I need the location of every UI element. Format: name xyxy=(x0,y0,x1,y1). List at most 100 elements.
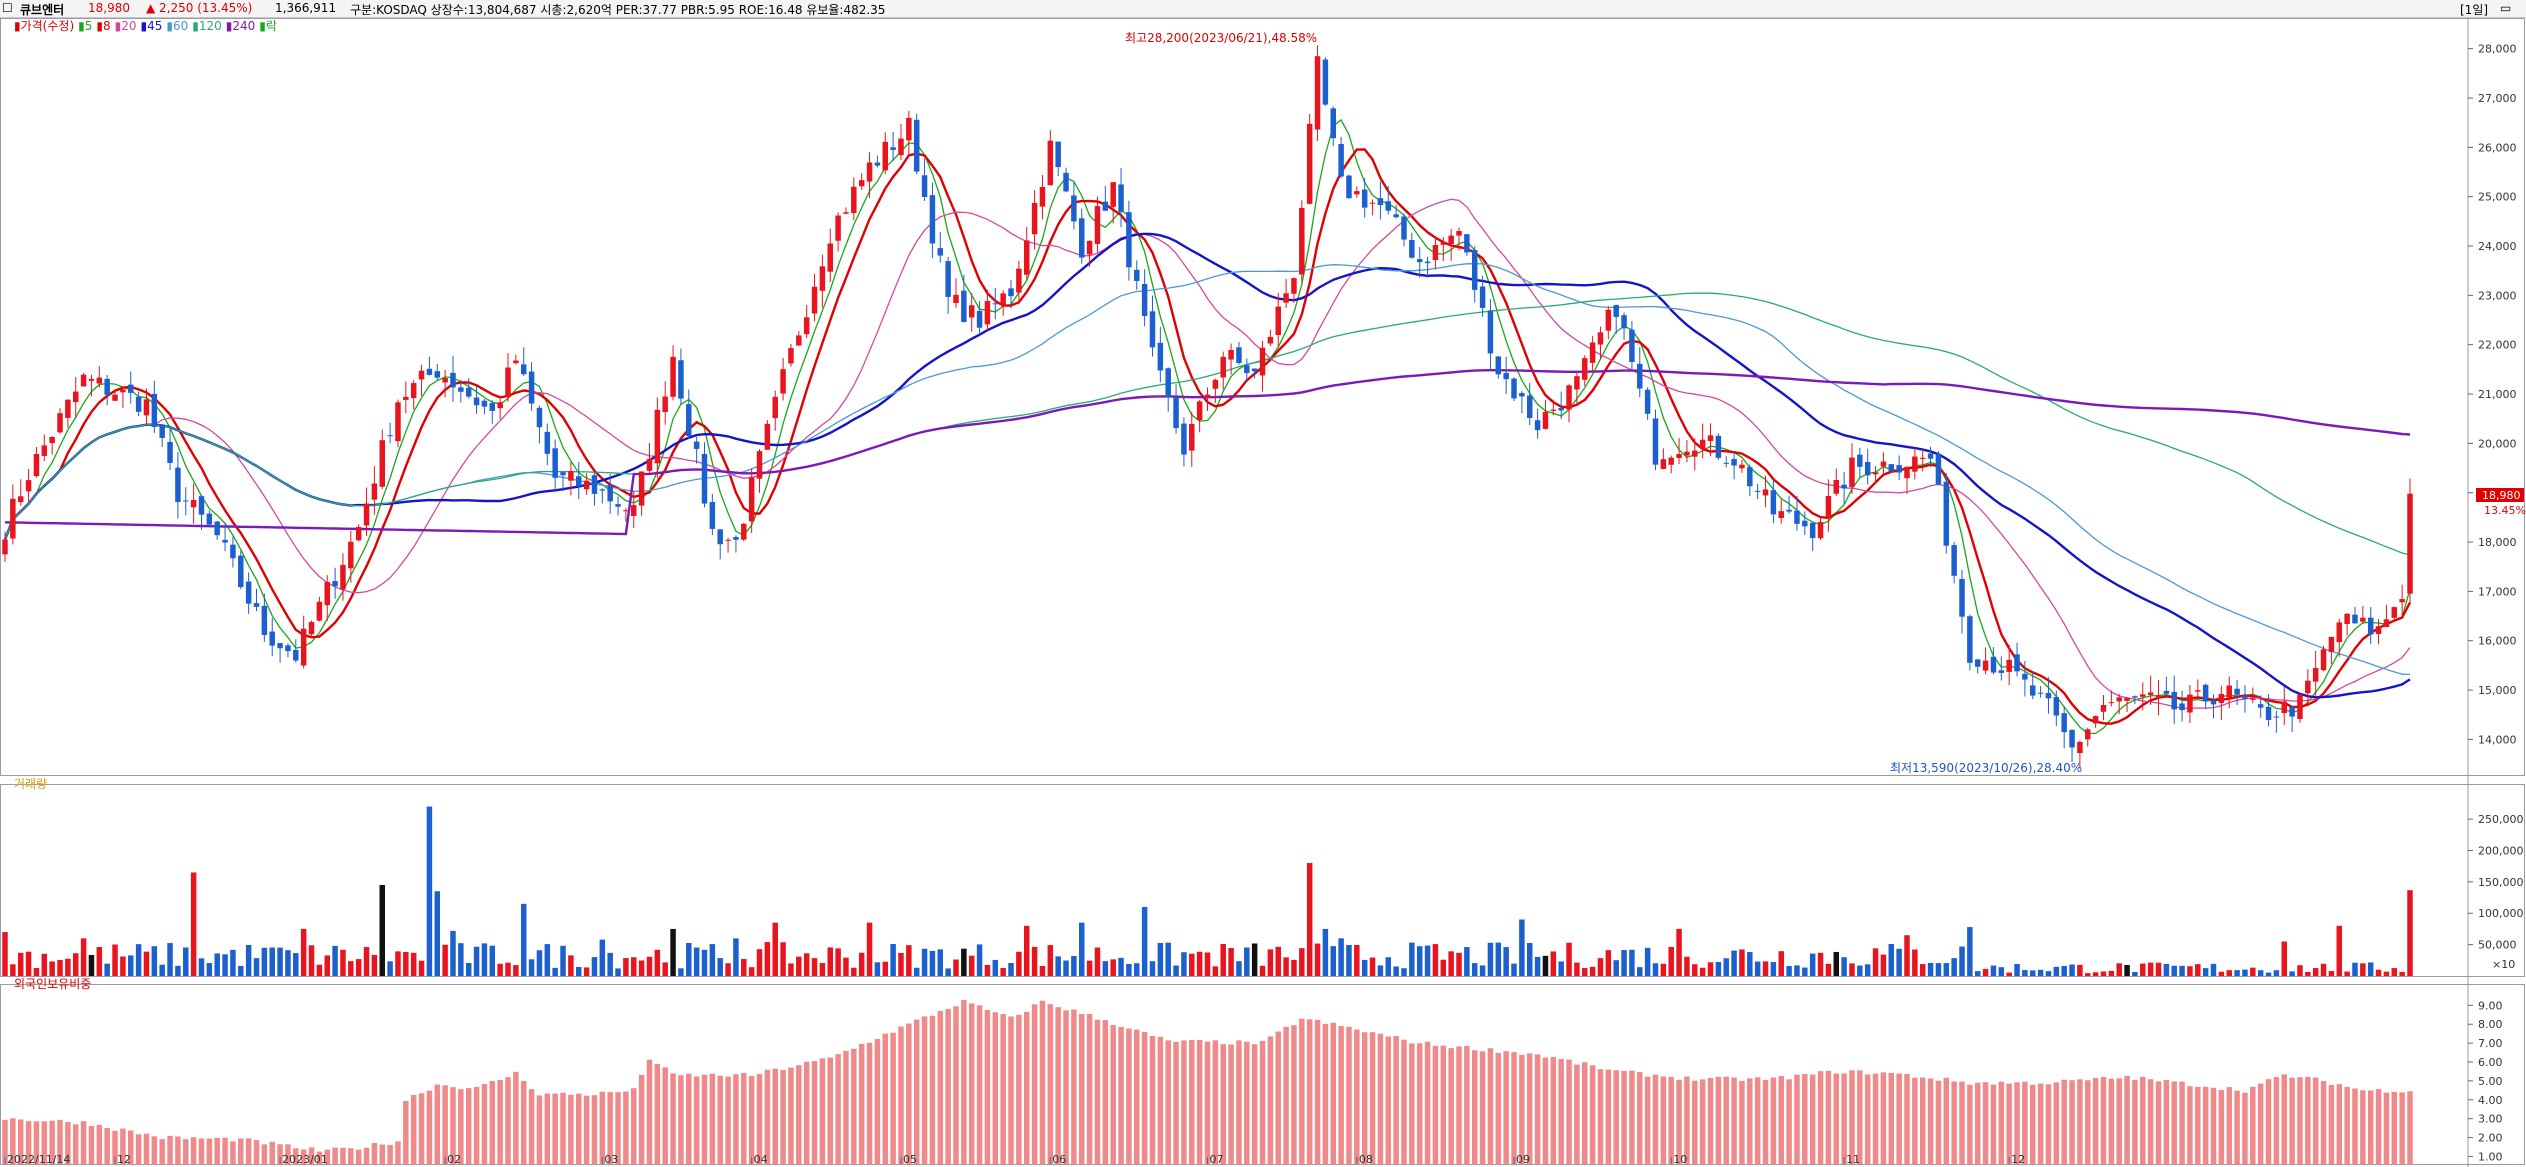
foreign-tick-label: 7.00 xyxy=(2478,1037,2503,1050)
foreign-bar xyxy=(1794,1074,1800,1164)
candle xyxy=(607,473,613,514)
candle xyxy=(80,372,87,387)
legend-item: ▮120 xyxy=(192,19,222,33)
volume-bar xyxy=(583,967,590,976)
x-tick-label: 10 xyxy=(1673,1153,1687,1166)
minimize-icon[interactable]: ▭ xyxy=(2500,1,2512,15)
candle xyxy=(387,422,393,444)
volume-bar xyxy=(631,957,637,976)
volume-bar xyxy=(473,946,480,976)
stock-chart[interactable]: 28,000 27,000 26,000 25,000 24,000 23,000 22,0… xyxy=(0,18,2526,1167)
candle xyxy=(2383,604,2390,628)
foreign-bar xyxy=(238,1138,244,1164)
foreign-bar xyxy=(489,1080,496,1164)
candle xyxy=(1605,306,1612,340)
candle xyxy=(1149,295,1156,357)
foreign-bar xyxy=(748,1075,755,1164)
foreign-bar xyxy=(418,1093,425,1164)
candle xyxy=(2226,676,2232,709)
candle xyxy=(1330,106,1336,147)
period-button[interactable]: [1일] xyxy=(2460,3,2489,17)
candle xyxy=(1126,200,1132,281)
candle xyxy=(1118,167,1124,228)
foreign-bar xyxy=(1959,1081,1965,1164)
foreign-bar xyxy=(1228,1044,1234,1164)
foreign-bar xyxy=(1998,1081,2005,1164)
volume-bar xyxy=(230,949,236,976)
foreign-bar xyxy=(528,1089,535,1164)
foreign-bar xyxy=(222,1137,228,1164)
foreign-bar xyxy=(434,1084,441,1164)
volume-bar xyxy=(811,958,818,976)
candle xyxy=(1692,438,1698,471)
foreign-bar xyxy=(33,1121,40,1164)
foreign-bar xyxy=(858,1043,865,1164)
candle xyxy=(1259,340,1266,392)
volume-bar xyxy=(1346,944,1352,976)
candle xyxy=(230,536,236,568)
candle xyxy=(1676,438,1682,465)
volume-bar xyxy=(293,953,299,976)
candle xyxy=(1888,463,1895,472)
volume-bar xyxy=(646,956,653,976)
volume-bar xyxy=(1393,966,1399,976)
checkbox-icon[interactable]: ☐ xyxy=(2,1,13,15)
candle xyxy=(2234,679,2240,706)
candle xyxy=(2202,683,2209,709)
x-tick-label: 2023/01 xyxy=(282,1153,328,1166)
foreign-bar xyxy=(851,1048,857,1164)
foreign-bar xyxy=(1974,1082,1981,1164)
volume-bar xyxy=(1354,944,1360,976)
candle xyxy=(25,468,32,503)
candle xyxy=(1754,483,1761,500)
price-tick-label: 26,000 xyxy=(2478,141,2517,154)
volume-bar xyxy=(1582,968,1588,976)
volume-bar xyxy=(552,967,558,976)
foreign-bar xyxy=(882,1033,889,1164)
volume-bar xyxy=(2352,962,2358,976)
foreign-bar xyxy=(1715,1076,1722,1164)
volume-bar xyxy=(1778,951,1784,976)
foreign-bar xyxy=(678,1075,684,1164)
foreign-bar xyxy=(1927,1078,1934,1164)
candle xyxy=(2037,685,2044,698)
volume-bar xyxy=(505,962,511,976)
foreign-bar xyxy=(1864,1074,1871,1164)
candle xyxy=(1173,384,1179,434)
candle xyxy=(261,593,268,642)
volume-bar xyxy=(2360,963,2366,976)
candle xyxy=(253,588,260,612)
candle xyxy=(143,388,150,426)
foreign-bar xyxy=(1770,1077,1777,1164)
x-tick-label: 02 xyxy=(447,1153,461,1166)
volume-bar xyxy=(513,965,519,976)
candle xyxy=(1283,279,1289,309)
volume-bar xyxy=(1849,963,1855,976)
volume-bar xyxy=(1597,958,1604,976)
foreign-bar xyxy=(1637,1072,1643,1164)
volume-bar xyxy=(1715,961,1722,976)
volume-bar xyxy=(1699,967,1706,976)
candle xyxy=(1047,130,1054,186)
candle xyxy=(1181,417,1187,467)
foreign-bar xyxy=(701,1074,708,1164)
volume-bar xyxy=(17,952,24,976)
volume-bar xyxy=(2336,925,2343,976)
foreign-bar xyxy=(2092,1077,2099,1164)
candle xyxy=(2077,740,2083,769)
foreign-bar xyxy=(2273,1077,2280,1164)
candle xyxy=(1471,246,1478,303)
foreign-bar xyxy=(371,1143,378,1164)
foreign-bar xyxy=(1597,1069,1604,1164)
volume-bar xyxy=(1825,963,1832,976)
candle xyxy=(489,400,496,424)
volume-bar xyxy=(489,945,496,976)
x-tick-label: 05 xyxy=(903,1153,917,1166)
volume-bar xyxy=(340,949,346,976)
volume-bar xyxy=(772,922,778,976)
volume-bar xyxy=(2344,971,2350,976)
candle xyxy=(1464,234,1470,256)
foreign-bar xyxy=(1817,1071,1824,1164)
candle xyxy=(2053,690,2060,727)
foreign-bar xyxy=(426,1090,433,1164)
